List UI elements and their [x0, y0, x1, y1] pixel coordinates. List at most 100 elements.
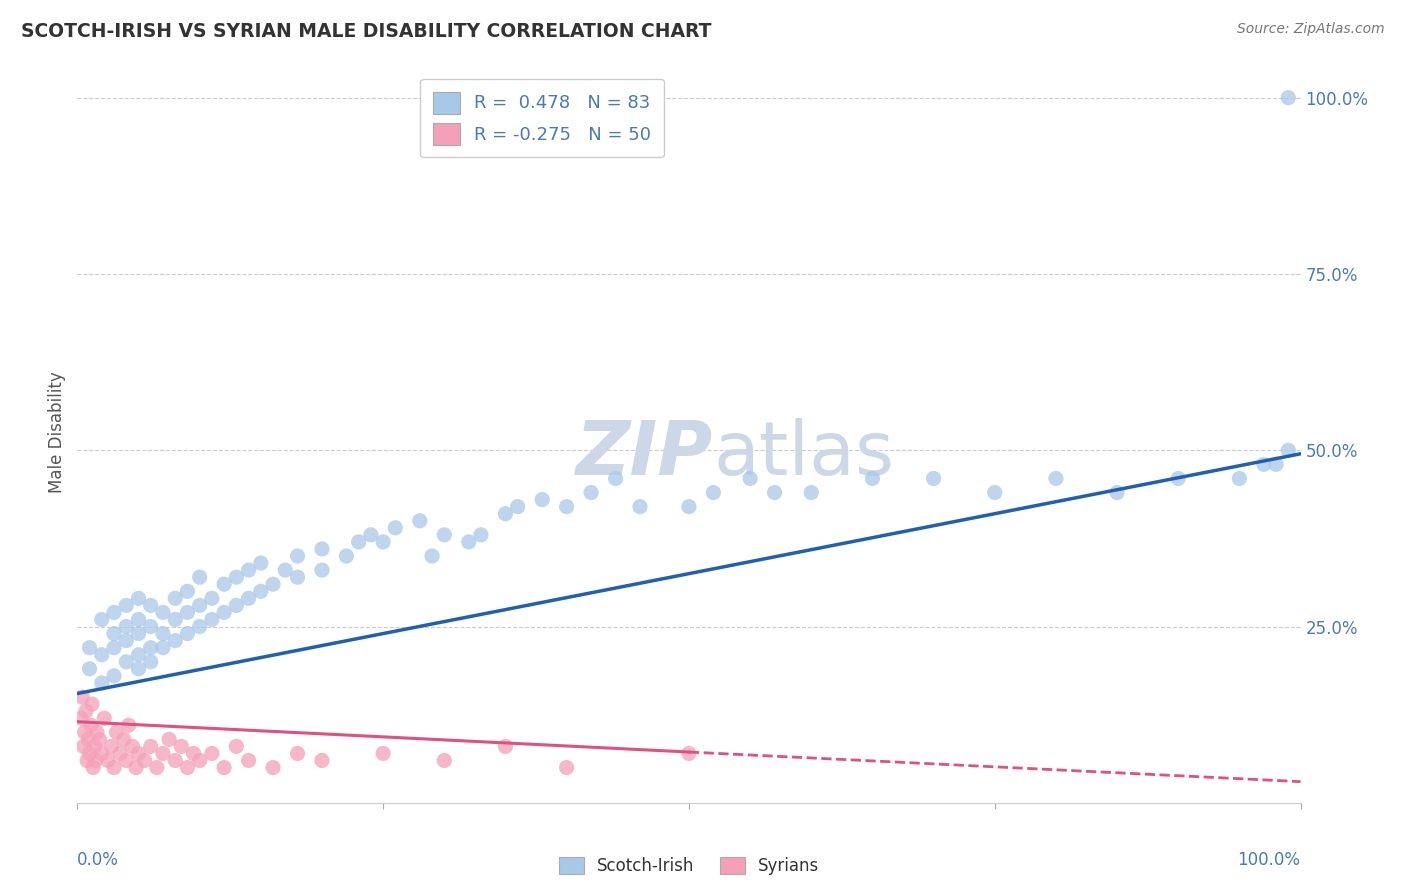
Point [201, 591, 224, 606]
Point [115, 633, 138, 648]
Point [800, 485, 823, 500]
Point [495, 507, 517, 521]
Point [188, 754, 211, 768]
Point [128, 747, 150, 761]
Point [152, 626, 174, 640]
Point [176, 584, 198, 599]
Point [201, 612, 224, 626]
Point [702, 485, 724, 500]
Point [433, 528, 456, 542]
Point [118, 718, 141, 732]
Point [678, 747, 700, 761]
Point [128, 591, 150, 606]
Text: atlas: atlas [713, 418, 894, 491]
Point [134, 754, 156, 768]
Point [311, 541, 333, 556]
Point [225, 739, 247, 754]
Point [128, 648, 150, 662]
Point [72, 739, 94, 754]
Point [188, 570, 211, 584]
Point [555, 760, 578, 774]
Point [311, 754, 333, 768]
Point [238, 754, 260, 768]
Text: 0.0%: 0.0% [77, 851, 120, 869]
Point [165, 612, 187, 626]
Point [922, 471, 945, 485]
Point [201, 747, 224, 761]
Y-axis label: Male Disability: Male Disability [48, 372, 66, 493]
Point [80, 697, 103, 711]
Point [83, 739, 105, 754]
Point [1277, 91, 1299, 105]
Point [84, 754, 107, 768]
Point [86, 725, 108, 739]
Point [457, 535, 479, 549]
Point [862, 471, 884, 485]
Point [262, 760, 284, 774]
Point [984, 485, 1007, 500]
Point [73, 725, 96, 739]
Point [371, 535, 394, 549]
Point [90, 612, 112, 626]
Point [212, 577, 235, 591]
Point [115, 754, 138, 768]
Point [165, 754, 187, 768]
Point [238, 563, 260, 577]
Point [152, 606, 174, 620]
Point [165, 591, 187, 606]
Point [103, 626, 125, 640]
Point [1277, 443, 1299, 458]
Point [100, 739, 122, 754]
Point [763, 485, 786, 500]
Point [70, 711, 93, 725]
Point [76, 754, 98, 768]
Point [170, 739, 193, 754]
Point [287, 747, 309, 761]
Point [579, 485, 602, 500]
Point [103, 640, 125, 655]
Point [128, 626, 150, 640]
Point [212, 606, 235, 620]
Text: ZIP: ZIP [576, 418, 713, 491]
Point [115, 655, 138, 669]
Point [146, 760, 169, 774]
Point [77, 732, 100, 747]
Point [80, 718, 103, 732]
Point [740, 471, 762, 485]
Point [79, 747, 101, 761]
Point [139, 619, 162, 633]
Point [555, 500, 578, 514]
Text: Source: ZipAtlas.com: Source: ZipAtlas.com [1237, 22, 1385, 37]
Point [128, 662, 150, 676]
Point [115, 599, 138, 613]
Point [157, 732, 180, 747]
Point [347, 535, 370, 549]
Point [90, 676, 112, 690]
Point [79, 662, 101, 676]
Point [82, 760, 104, 774]
Point [628, 500, 651, 514]
Point [531, 492, 554, 507]
Point [335, 549, 357, 563]
Point [1265, 458, 1288, 472]
Point [287, 570, 309, 584]
Point [89, 732, 111, 747]
Point [176, 606, 198, 620]
Point [384, 521, 406, 535]
Point [238, 591, 260, 606]
Point [75, 704, 97, 718]
Point [70, 690, 93, 704]
Point [225, 570, 247, 584]
Point [495, 739, 517, 754]
Point [506, 500, 529, 514]
Point [287, 549, 309, 563]
Point [1167, 471, 1189, 485]
Point [1045, 471, 1067, 485]
Point [1253, 458, 1275, 472]
Point [125, 760, 148, 774]
Point [1229, 471, 1251, 485]
Point [262, 577, 284, 591]
Text: 100.0%: 100.0% [1237, 851, 1301, 869]
Point [90, 747, 112, 761]
Point [139, 655, 162, 669]
